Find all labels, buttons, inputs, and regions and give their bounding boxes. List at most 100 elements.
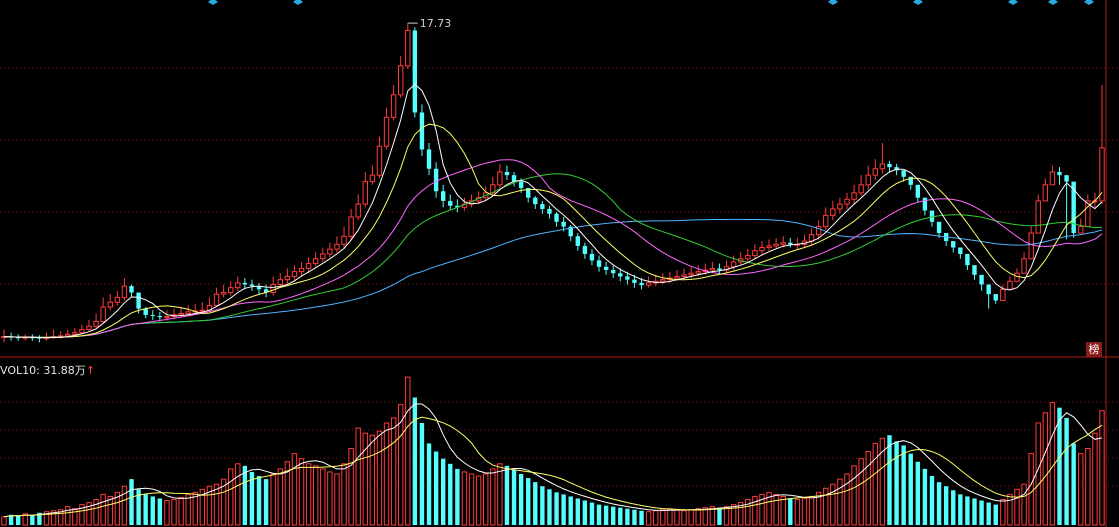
- volume-bar: [284, 461, 291, 526]
- volume-bar: [561, 494, 566, 525]
- volume-bar: [185, 493, 191, 526]
- volume-bar: [1057, 407, 1062, 525]
- candle-body: [993, 294, 998, 301]
- candle-body: [596, 260, 602, 267]
- candle-body: [618, 273, 623, 277]
- volume-bar: [1028, 453, 1034, 526]
- volume-bar: [618, 507, 623, 525]
- volume-bar: [86, 502, 92, 526]
- volume-bar: [150, 496, 155, 525]
- candle-body: [625, 276, 630, 280]
- volume-bar: [129, 479, 134, 525]
- candle-body: [298, 267, 305, 273]
- candle-body: [383, 116, 390, 147]
- volume-bar: [263, 479, 269, 525]
- volume-bar: [1000, 499, 1006, 526]
- candle-body: [419, 112, 425, 150]
- candle-body: [1057, 171, 1062, 176]
- volume-bar: [305, 463, 312, 526]
- candle-body: [72, 332, 78, 335]
- candle-body: [136, 292, 141, 309]
- volume-bar: [468, 473, 475, 526]
- volume-bar: [993, 504, 998, 525]
- candle-body: [717, 268, 722, 271]
- candle-body: [568, 226, 573, 237]
- candle-body: [1078, 226, 1084, 234]
- candle-body: [455, 205, 460, 208]
- volume-bar: [15, 515, 21, 525]
- volume-bar: [362, 432, 368, 526]
- candle-body: [887, 163, 892, 168]
- candle-body: [284, 275, 291, 281]
- ma20-line: [3, 159, 1103, 338]
- candle-body: [986, 284, 991, 295]
- candle-body: [554, 213, 559, 222]
- volume-bar: [312, 465, 319, 526]
- volume-bar: [568, 496, 573, 525]
- volume-bar: [383, 422, 390, 526]
- volume-bar: [475, 475, 482, 526]
- volume-bar: [249, 471, 255, 525]
- candle-body: [242, 282, 248, 285]
- candle-body: [511, 175, 517, 182]
- ranking-badge-button[interactable]: 榜: [1086, 342, 1102, 357]
- candle-body: [129, 286, 134, 293]
- candle-body: [320, 253, 326, 260]
- candle-body: [589, 253, 595, 261]
- volume-bar: [815, 491, 822, 526]
- candle-body: [815, 226, 822, 236]
- candle-body: [1071, 181, 1076, 234]
- volume-bar: [1064, 417, 1069, 525]
- candle-body: [674, 275, 680, 279]
- volume-bar: [540, 486, 545, 525]
- volume-ma10-line: [3, 416, 1103, 518]
- candle-body: [830, 208, 836, 216]
- candle-body: [256, 286, 262, 290]
- ma30-line: [3, 173, 1103, 338]
- ma60-line: [3, 218, 1103, 338]
- candle-body: [79, 328, 85, 334]
- candle-body: [879, 163, 886, 170]
- candle-body: [1042, 184, 1049, 202]
- candle-body: [334, 243, 340, 250]
- volume-bar: [461, 471, 468, 526]
- volume-bar: [121, 485, 128, 526]
- candle-body: [15, 337, 21, 339]
- event-marker-icon: [913, 0, 923, 5]
- candle-body: [773, 243, 779, 247]
- volume-bar: [575, 498, 580, 525]
- volume-bar: [943, 486, 949, 525]
- volume-bar: [511, 469, 517, 525]
- candle-body: [93, 320, 99, 327]
- volume-bar: [823, 487, 829, 526]
- candle-body: [808, 234, 815, 242]
- volume-bar: [738, 502, 744, 526]
- candle-body: [227, 287, 234, 294]
- volume-bar: [235, 463, 241, 526]
- volume-bar: [1035, 422, 1041, 526]
- candle-body: [235, 282, 241, 289]
- event-marker-icon: [293, 0, 303, 5]
- volume-bar: [908, 453, 913, 525]
- candle-body: [695, 271, 701, 274]
- volume-bar: [611, 506, 616, 525]
- volume-bar: [30, 514, 35, 525]
- volume-bar: [164, 500, 170, 526]
- volume-indicator-title: VOL10: 31.88万↑: [0, 364, 96, 377]
- volume-bar: [178, 496, 184, 526]
- volume-bar: [291, 453, 298, 526]
- volume-bar: [844, 473, 850, 526]
- candle-body: [1000, 288, 1006, 302]
- volume-bar: [1042, 412, 1049, 526]
- volume-bar: [745, 499, 751, 526]
- volume-bar: [645, 511, 652, 526]
- candle-body: [958, 247, 963, 254]
- candle-body: [936, 221, 942, 234]
- volume-bar: [79, 504, 85, 526]
- volume-bar: [872, 442, 879, 526]
- volume-bar: [554, 492, 559, 525]
- volume-bar: [1092, 432, 1098, 526]
- candle-body: [362, 181, 368, 205]
- volume-bar: [448, 463, 453, 525]
